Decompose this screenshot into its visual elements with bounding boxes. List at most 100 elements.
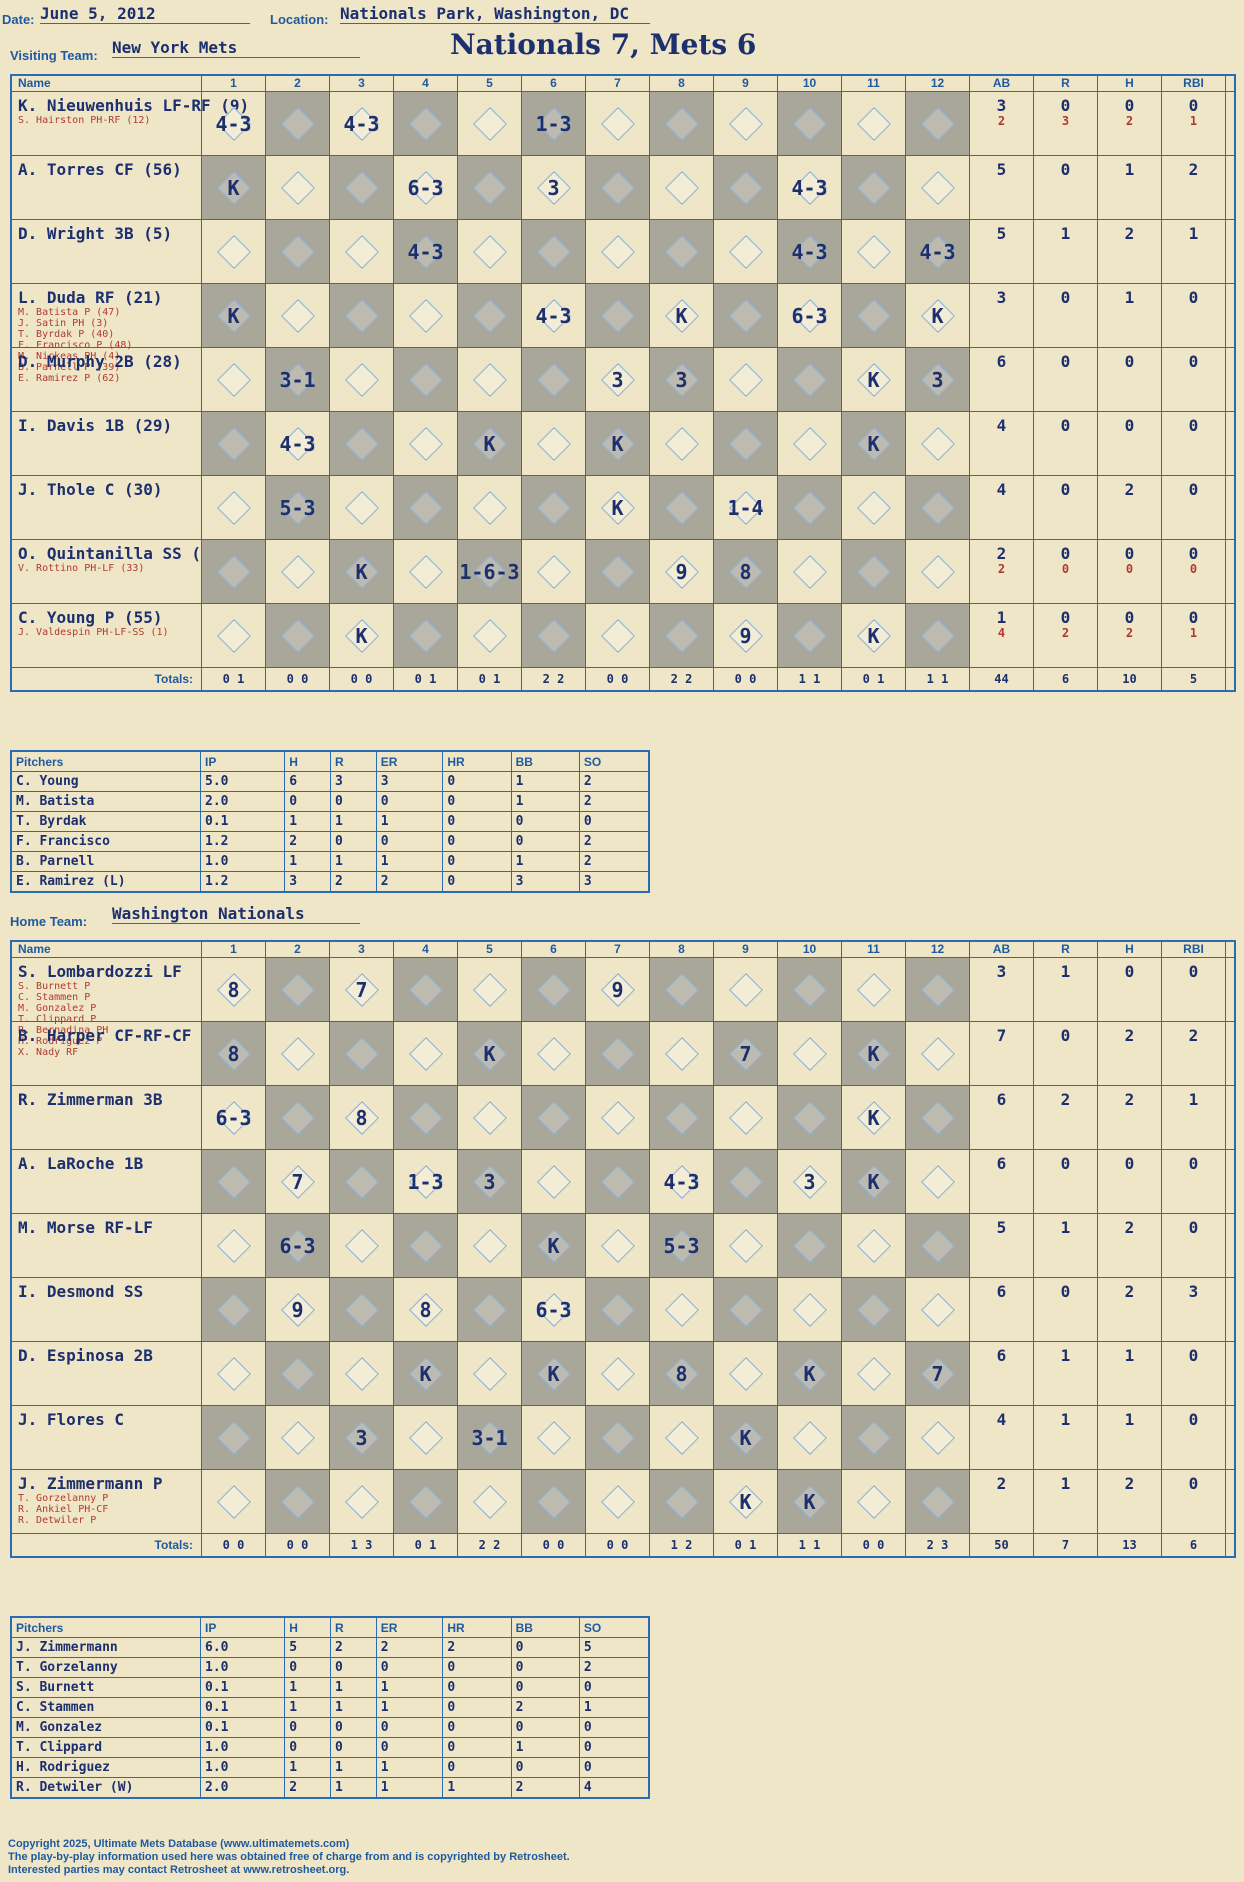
inning-cell	[394, 604, 458, 667]
inning-total: 2 3	[906, 1534, 970, 1556]
substitute-name: E. Ramirez P (62)	[18, 373, 121, 384]
play-result: 8	[675, 1362, 688, 1386]
inning-cell	[522, 604, 586, 667]
pitcher-cell: 0	[375, 1657, 444, 1678]
pitcher-cell: 0.1	[199, 1677, 286, 1698]
stat-ab: 3	[970, 284, 1034, 347]
substitute-name: X. Nady RF	[18, 1047, 79, 1058]
inning-total: 0 1	[202, 668, 266, 690]
base-diamond	[857, 973, 891, 1007]
base-diamond	[857, 235, 891, 269]
inning-cell	[650, 1278, 714, 1341]
stat-r: 1	[1034, 958, 1098, 1021]
base-diamond	[345, 491, 379, 525]
base-diamond	[281, 107, 315, 141]
base-diamond	[729, 235, 763, 269]
stat-header-r: R	[1034, 76, 1098, 91]
footer: Copyright 2025, Ultimate Mets Database (…	[8, 1838, 570, 1877]
pitcher-cell: 2	[284, 831, 331, 852]
base-diamond	[537, 363, 571, 397]
base-diamond	[345, 1485, 379, 1519]
inning-cell	[714, 1214, 778, 1277]
batter-name-cell: D. Wright 3B (5)	[12, 220, 202, 283]
pitcher-cell: 0	[329, 791, 377, 812]
base-diamond	[473, 171, 507, 205]
pitching-header: H	[284, 1616, 331, 1638]
play-result: 6-3	[791, 304, 828, 328]
base-diamond	[537, 973, 571, 1007]
inning-cell	[842, 220, 906, 283]
stat-h: 1	[1098, 156, 1162, 219]
base-diamond	[793, 107, 827, 141]
base-diamond	[793, 555, 827, 589]
stat-r: 0	[1034, 348, 1098, 411]
base-diamond	[537, 1037, 571, 1071]
play-result: K	[483, 1042, 496, 1066]
batter-name: D. Espinosa 2B	[18, 1346, 153, 1365]
play-result: 9	[739, 624, 752, 648]
inning-cell	[586, 1086, 650, 1149]
stat-ab: 5	[970, 1214, 1034, 1277]
base-diamond	[729, 363, 763, 397]
base-diamond	[857, 491, 891, 525]
inning-header: 11	[842, 76, 906, 91]
base-diamond	[857, 299, 891, 333]
inning-cell: 4-3	[394, 220, 458, 283]
stat-ab: 7	[970, 1022, 1034, 1085]
pitcher-cell: 0	[510, 1657, 580, 1678]
batter-name-cell: B. Harper CF-RF-CF	[12, 1022, 202, 1085]
batter-name-cell: C. Young P (55) J. Valdespin PH-LF-SS (1)	[12, 604, 202, 667]
inning-total: 0 0	[202, 1534, 266, 1556]
stat-h: 1	[1098, 1342, 1162, 1405]
batter-name-cell: M. Morse RF-LF	[12, 1214, 202, 1277]
inning-cell: K	[906, 284, 970, 347]
base-diamond	[857, 107, 891, 141]
stat-ab: 6	[970, 1278, 1034, 1341]
inning-cell	[586, 220, 650, 283]
base-diamond	[409, 973, 443, 1007]
base-diamond	[473, 1101, 507, 1135]
batter-name: B. Harper CF-RF-CF	[18, 1026, 192, 1045]
base-diamond	[601, 1293, 635, 1327]
base-diamond	[281, 619, 315, 653]
base-diamond	[921, 491, 955, 525]
inning-cell	[266, 958, 330, 1021]
batter-name-cell: J. Zimmermann P T. Gorzelanny P R. Ankiel …	[12, 1470, 202, 1533]
batter-row: I. Davis 1B (29) 4-3 K K K 4 0 0 0	[12, 412, 1234, 476]
game-total: 44	[970, 668, 1034, 690]
inning-cell	[458, 1086, 522, 1149]
inning-cell	[202, 412, 266, 475]
inning-cell	[202, 1214, 266, 1277]
stat-value: 1	[1124, 160, 1135, 179]
inning-cell	[906, 92, 970, 155]
inning-cell: K	[778, 1342, 842, 1405]
game-total: 6	[1162, 1534, 1226, 1556]
inning-cell	[458, 1342, 522, 1405]
visiting-team-value: New York Mets	[112, 38, 360, 58]
stat-r: 0	[1034, 156, 1098, 219]
inning-cell	[458, 1214, 522, 1277]
play-result: K	[611, 496, 624, 520]
stat-value: 5	[996, 160, 1007, 179]
stat-value: 4	[996, 480, 1007, 499]
stat-value: 4	[996, 416, 1007, 435]
inning-cell	[202, 1470, 266, 1533]
base-diamond	[345, 427, 379, 461]
substitute-name: M. Batista P (47)	[18, 307, 121, 318]
pitcher-cell: 4	[578, 1777, 650, 1799]
stat-value: 3	[996, 96, 1007, 115]
pitcher-cell: 0	[510, 831, 580, 852]
batter-row: I. Desmond SS 9 8 6-3 6 0 2 3	[12, 1278, 1234, 1342]
inning-cell: 4-3	[202, 92, 266, 155]
batter-name: C. Young P (55)	[18, 608, 163, 627]
stat-value: 0	[1188, 544, 1199, 563]
stat-value: 0	[1188, 96, 1199, 115]
inning-header: 3	[330, 942, 394, 957]
stat-value: 0	[1124, 608, 1135, 627]
inning-cell: 1-3	[522, 92, 586, 155]
pitcher-cell: 0	[510, 1757, 580, 1778]
pitcher-cell: 1	[329, 1757, 377, 1778]
pitcher-cell: 0	[578, 1677, 650, 1698]
base-diamond	[921, 619, 955, 653]
base-diamond	[281, 235, 315, 269]
